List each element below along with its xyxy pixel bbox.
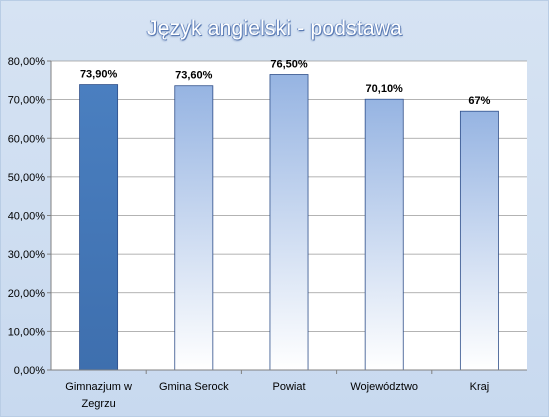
bar [364, 98, 404, 371]
bar [269, 74, 309, 371]
data-label: 76,50% [270, 59, 308, 71]
y-tick-label: 80,00% [8, 56, 46, 68]
y-tick-label: 50,00% [8, 172, 46, 184]
y-tick-label: 30,00% [8, 249, 46, 261]
data-labels: 73,90% 73,60% 76,50% 70,10% 67% [80, 59, 491, 108]
y-tick-label: 20,00% [8, 288, 46, 300]
y-tick-label: 0,00% [14, 365, 45, 377]
x-tick-label: Gmina Serock [159, 381, 229, 393]
data-label: 67% [468, 95, 490, 107]
bar [79, 84, 119, 371]
y-tick-label: 60,00% [8, 133, 46, 145]
chart-title: Język angielski - podstawa [147, 17, 402, 40]
x-tick-label: Kraj [470, 381, 490, 393]
data-label: 73,90% [80, 69, 118, 81]
bar [174, 85, 214, 371]
x-tick-label: Gimnazjum w Zegrzu [65, 381, 132, 410]
x-tick-label: Powiat [272, 381, 305, 393]
y-tick-label: 10,00% [8, 326, 46, 338]
y-axis-ticks: 0,00% 10,00% 20,00% 30,00% 40,00% 50,00% 60,00… [8, 56, 51, 377]
data-label: 73,60% [175, 70, 213, 82]
x-tick-label: Województwo [350, 381, 418, 393]
x-axis-ticks: Gimnazjum w Zegrzu Gmina Serock Powiat Wojew… [65, 370, 489, 410]
data-label: 70,10% [366, 83, 404, 95]
bars [79, 74, 499, 371]
bar [459, 110, 499, 371]
y-tick-label: 40,00% [8, 211, 46, 223]
y-tick-label: 70,00% [8, 95, 46, 107]
